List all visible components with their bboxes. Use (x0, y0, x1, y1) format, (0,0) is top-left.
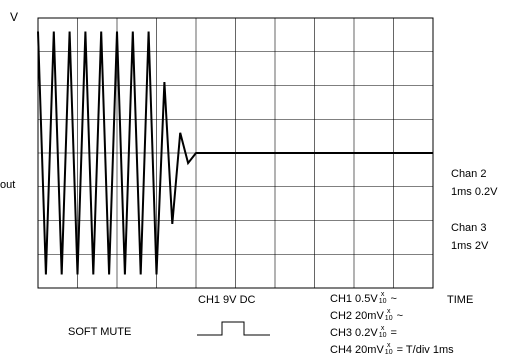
chan3-setting: 1ms 2V (451, 240, 489, 252)
probe-factor: x 10 (384, 342, 393, 356)
soft-mute-pulse-line (197, 321, 270, 336)
scope-traces (37, 31, 433, 275)
probe-factor: x 10 (378, 291, 387, 305)
setting-prefix: CH1 0.5V (330, 293, 378, 305)
setting-suffix: = T/div 1ms (393, 344, 454, 356)
setting-suffix: = (387, 327, 397, 339)
setting-suffix: ~ (387, 293, 397, 305)
time-label: TIME (447, 294, 474, 306)
chan2-setting: 1ms 0.2V (451, 186, 498, 198)
setting-suffix: ~ (393, 310, 404, 322)
setting-prefix: CH4 20mV (330, 344, 384, 356)
channel-setting-2: CH2 20mV x 10 ~ (330, 308, 403, 323)
channel-setting-4: CH4 20mV x 10 = T/div 1ms (330, 342, 454, 357)
y-axis-label: V (10, 10, 19, 24)
channel-setting-3: CH3 0.2V x 10 = (330, 325, 397, 340)
series-line-0 (37, 31, 433, 275)
out-label: out (0, 179, 16, 191)
chan3-name: Chan 3 (451, 222, 487, 234)
probe-factor: x 10 (384, 308, 393, 322)
soft-mute-label: SOFT MUTE (68, 326, 132, 338)
chan2-name: Chan 2 (451, 168, 487, 180)
ch1-supply-label: CH1 9V DC (198, 294, 256, 306)
setting-prefix: CH3 0.2V (330, 327, 378, 339)
probe-factor: x 10 (378, 325, 387, 339)
channel-setting-1: CH1 0.5V x 10 ~ (330, 291, 397, 306)
setting-prefix: CH2 20mV (330, 310, 384, 322)
soft-mute-pulse-icon (197, 321, 270, 336)
